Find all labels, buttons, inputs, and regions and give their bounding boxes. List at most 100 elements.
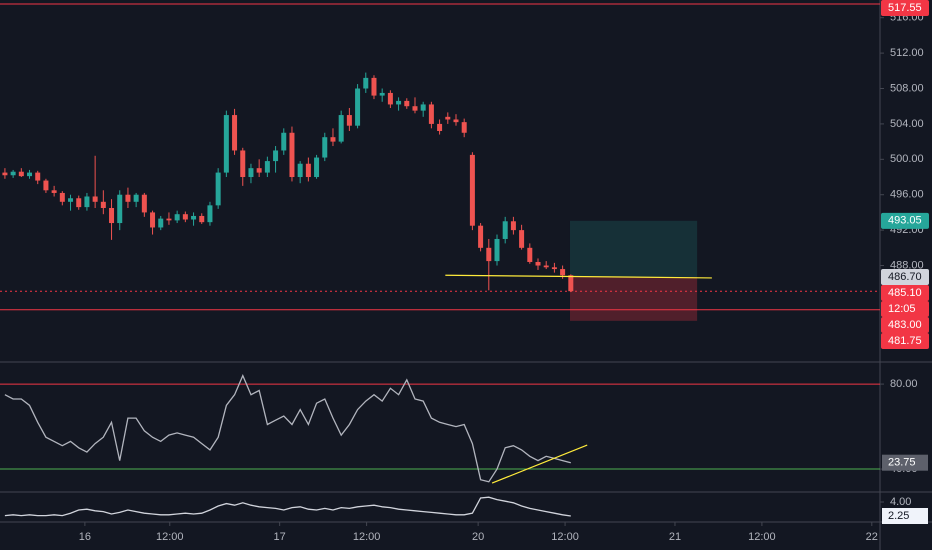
candle-body — [437, 123, 443, 131]
y-tick-label: 488.00 — [890, 259, 924, 271]
x-tick-label: 12:00 — [551, 531, 579, 543]
x-tick-label: 20 — [472, 531, 484, 543]
candle-body — [568, 275, 574, 292]
candle-body — [363, 77, 369, 89]
y-tick-label: 80.00 — [890, 378, 918, 390]
candle-body — [428, 104, 434, 124]
candle-body — [117, 194, 123, 224]
candle-body — [215, 172, 221, 206]
indicator-line — [4, 373, 571, 483]
candle-body — [379, 92, 385, 96]
price-label: 517.55 — [888, 2, 922, 14]
candle-body — [314, 157, 320, 178]
candle-body — [174, 214, 180, 221]
candle-body — [27, 172, 33, 177]
stop-zone — [569, 277, 698, 321]
candle-body — [289, 132, 295, 178]
candle-body — [510, 221, 516, 231]
candle-body — [109, 207, 115, 224]
indicator-line — [4, 496, 571, 517]
candle-body — [461, 122, 467, 133]
candle-body — [125, 194, 131, 202]
value-label: 2.25 — [888, 510, 909, 522]
candle-body — [158, 218, 164, 228]
candle-body — [92, 196, 98, 202]
value-label-box — [882, 454, 928, 471]
candle-body — [133, 194, 139, 202]
candle-body — [2, 172, 8, 176]
candle-body — [486, 247, 492, 262]
candle-body — [199, 215, 205, 223]
candle-body — [256, 168, 262, 173]
y-tick-label: 500.00 — [890, 153, 924, 165]
candle-body — [551, 267, 557, 270]
candle-body — [330, 137, 336, 142]
x-tick-label: 22 — [866, 531, 878, 543]
candle-body — [84, 196, 90, 208]
price-label: 485.10 — [888, 287, 922, 299]
y-tick-label: 496.00 — [890, 189, 924, 201]
price-label-box — [881, 301, 929, 318]
candle-body — [207, 205, 213, 223]
candle-body — [371, 77, 377, 96]
candle-body — [150, 212, 156, 228]
price-label-box — [881, 0, 929, 16]
candle-body — [502, 221, 508, 239]
value-label-box — [882, 508, 928, 524]
candle-body — [68, 198, 74, 202]
candle-body — [519, 230, 525, 248]
candle-body — [248, 168, 254, 178]
target-zone — [569, 220, 698, 278]
price-label-box — [881, 333, 929, 350]
x-tick-label: 12:00 — [156, 531, 184, 543]
price-label: 493.05 — [888, 215, 922, 227]
candle-body — [10, 171, 16, 176]
trend-line — [445, 274, 712, 279]
candle-body — [469, 154, 475, 226]
x-tick-label: 16 — [79, 531, 91, 543]
candle-body — [420, 104, 426, 111]
candle-body — [305, 163, 311, 178]
price-label-box — [881, 269, 929, 286]
price-label-box — [881, 285, 929, 302]
candle-body — [232, 115, 238, 151]
candle-body — [478, 225, 484, 248]
value-label: 23.75 — [888, 457, 916, 469]
y-tick-label: 512.00 — [890, 47, 924, 59]
candle-body — [35, 172, 41, 181]
candle-body — [141, 194, 147, 213]
x-tick-label: 12:00 — [748, 531, 776, 543]
candle-body — [355, 88, 361, 126]
price-label-box — [881, 317, 929, 334]
candle-body — [223, 115, 229, 173]
x-tick-label: 17 — [274, 531, 286, 543]
price-label: 12:05 — [888, 303, 916, 315]
candle-body — [560, 269, 566, 276]
candle-body — [264, 161, 270, 173]
candle-body — [543, 265, 549, 268]
x-tick-label: 21 — [669, 531, 681, 543]
candle-body — [527, 247, 533, 262]
candle-body — [494, 238, 500, 262]
candle-body — [76, 198, 82, 208]
price-label: 481.75 — [888, 335, 922, 347]
trend-line — [491, 444, 588, 484]
candle-body — [338, 115, 344, 142]
price-label: 486.70 — [888, 271, 922, 283]
candle-body — [387, 92, 393, 105]
candle-body — [322, 137, 328, 158]
candle-body — [412, 106, 418, 111]
candle-body — [535, 261, 541, 266]
candle-body — [51, 190, 57, 193]
candle-body — [166, 218, 172, 221]
price-label-box — [881, 212, 929, 229]
y-tick-label: 4.00 — [890, 496, 911, 508]
candle-body — [240, 150, 246, 178]
x-tick-label: 12:00 — [353, 531, 381, 543]
candle-body — [59, 192, 65, 202]
candle-body — [396, 100, 402, 105]
candle-body — [191, 215, 197, 220]
candle-body — [445, 116, 451, 120]
candle-body — [43, 180, 49, 191]
